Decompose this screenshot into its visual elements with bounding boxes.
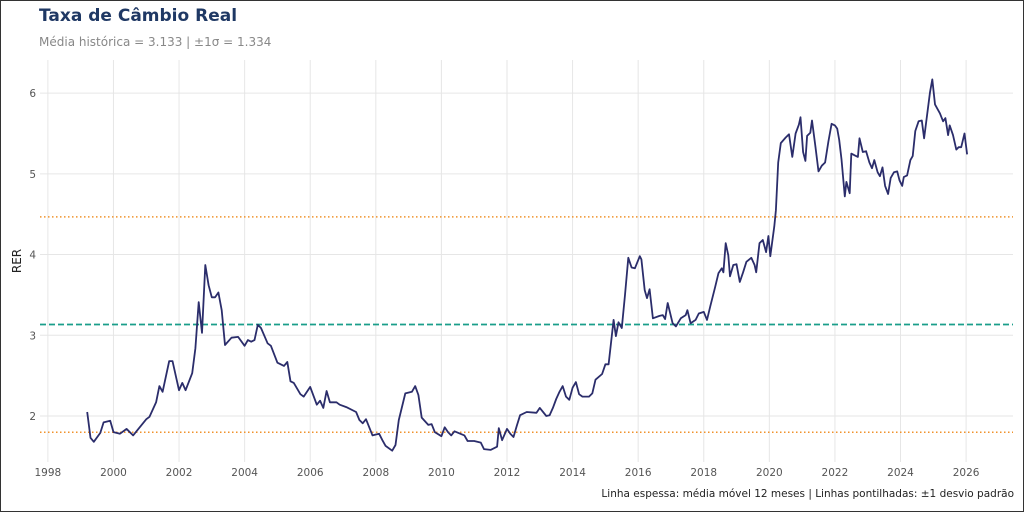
- x-tick-label: 2026: [953, 467, 980, 479]
- x-tick-label: 2000: [100, 467, 127, 479]
- chart-subtitle: Média histórica = 3.133 | ±1σ = 1.334: [39, 35, 272, 49]
- chart-caption: Linha espessa: média móvel 12 meses | Li…: [601, 488, 1014, 500]
- x-tick-label: 2022: [822, 467, 849, 479]
- x-tick-label: 2020: [756, 467, 783, 479]
- x-tick-label: 2006: [297, 467, 324, 479]
- y-tick-label: 4: [29, 250, 36, 262]
- x-tick-label: 2014: [559, 467, 586, 479]
- x-tick-label: 2024: [887, 467, 914, 479]
- y-tick-label: 3: [29, 330, 36, 342]
- x-tick-label: 2002: [166, 467, 193, 479]
- rer-series-line: [86, 78, 968, 452]
- y-axis-label: RER: [10, 249, 24, 273]
- y-tick-label: 2: [29, 411, 36, 423]
- x-tick-label: 2018: [690, 467, 717, 479]
- x-tick-label: 2008: [362, 467, 389, 479]
- x-tick-label: 2016: [625, 467, 652, 479]
- x-tick-label: 1998: [35, 467, 62, 479]
- x-tick-label: 2012: [494, 467, 521, 479]
- x-tick-label: 2010: [428, 467, 455, 479]
- x-tick-label: 2004: [231, 467, 258, 479]
- y-tick-label: 6: [29, 88, 36, 100]
- chart-title: Taxa de Câmbio Real: [39, 6, 238, 26]
- y-tick-label: 5: [29, 169, 36, 181]
